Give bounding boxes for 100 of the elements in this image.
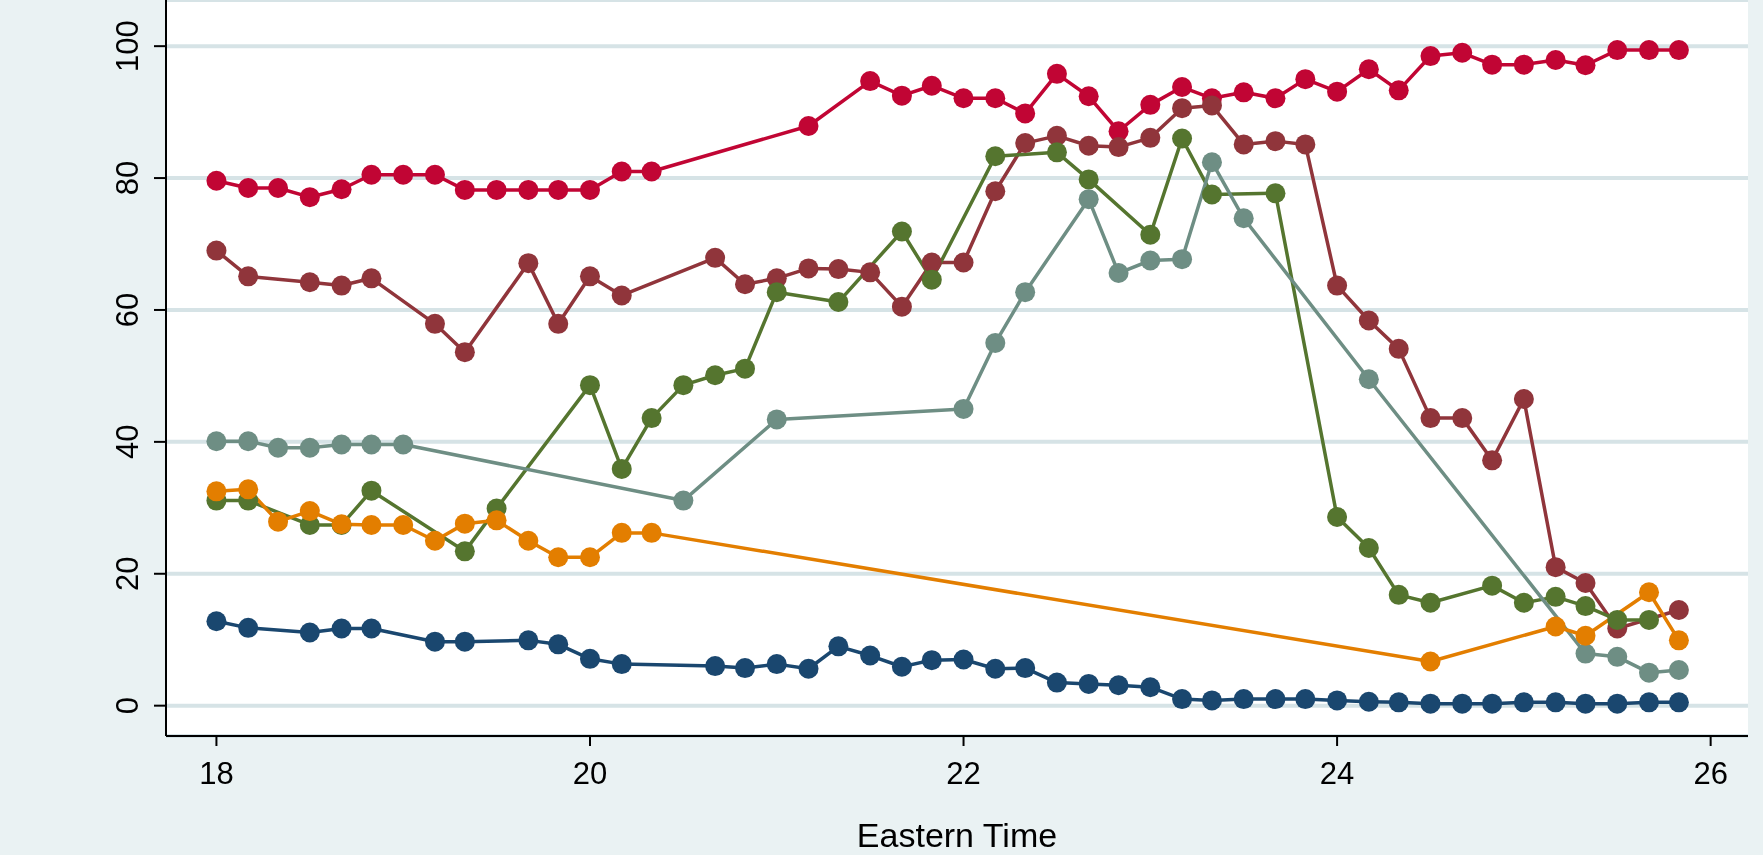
point <box>1545 50 1566 71</box>
point <box>891 656 912 677</box>
point <box>860 645 881 666</box>
x-tick-label: 22 <box>946 756 981 791</box>
point <box>766 654 787 675</box>
point <box>454 541 475 562</box>
point <box>361 268 382 289</box>
point <box>1452 693 1473 714</box>
x-tick-label: 18 <box>199 756 234 791</box>
point <box>1358 59 1379 80</box>
point <box>705 365 726 386</box>
point <box>361 514 382 535</box>
point <box>1545 692 1566 713</box>
point <box>1575 693 1596 714</box>
point <box>1172 689 1193 710</box>
point <box>206 240 227 261</box>
point <box>1545 557 1566 578</box>
point <box>393 434 414 455</box>
point <box>1233 134 1254 155</box>
point <box>611 654 632 675</box>
point <box>1201 95 1222 116</box>
point <box>206 611 227 632</box>
point <box>1639 609 1660 630</box>
point <box>798 658 819 679</box>
point <box>238 177 259 198</box>
point <box>705 247 726 268</box>
point <box>611 161 632 182</box>
point <box>579 179 600 200</box>
point <box>1172 128 1193 149</box>
point <box>673 490 694 511</box>
point <box>1607 646 1628 667</box>
point <box>299 187 320 208</box>
point <box>1575 643 1596 664</box>
point <box>299 437 320 458</box>
point <box>891 221 912 242</box>
point <box>299 622 320 643</box>
point <box>985 332 1006 353</box>
point <box>1078 135 1099 156</box>
x-tick-label: 26 <box>1693 756 1728 791</box>
point <box>1015 282 1036 303</box>
point <box>1639 40 1660 61</box>
x-axis-title: Eastern Time <box>856 816 1058 854</box>
point <box>299 272 320 293</box>
point <box>238 431 259 452</box>
point <box>548 547 569 568</box>
point <box>548 634 569 655</box>
point <box>1452 408 1473 429</box>
point <box>1358 310 1379 331</box>
point <box>1140 224 1161 245</box>
point <box>735 658 756 679</box>
point <box>1295 134 1316 155</box>
point <box>705 656 726 677</box>
point <box>1046 63 1067 84</box>
point <box>238 479 259 500</box>
point <box>1140 250 1161 271</box>
point <box>735 274 756 295</box>
point <box>1015 133 1036 154</box>
point <box>486 510 507 531</box>
point <box>641 161 662 182</box>
point <box>518 630 539 651</box>
point <box>1108 137 1129 158</box>
point <box>828 259 849 280</box>
point <box>1233 689 1254 710</box>
point <box>1295 69 1316 90</box>
point <box>1668 692 1689 713</box>
point <box>1420 592 1441 613</box>
point <box>1265 88 1286 109</box>
point <box>1545 616 1566 637</box>
point <box>393 514 414 535</box>
point <box>1607 40 1628 61</box>
point <box>1233 208 1254 229</box>
point <box>548 313 569 334</box>
point <box>1420 46 1441 67</box>
point <box>518 253 539 274</box>
point <box>1015 103 1036 124</box>
point <box>891 296 912 317</box>
point <box>1575 573 1596 593</box>
point <box>454 342 475 363</box>
point <box>1420 693 1441 714</box>
point <box>1201 184 1222 205</box>
point <box>579 266 600 287</box>
point <box>361 618 382 639</box>
point <box>1482 450 1503 471</box>
point <box>921 269 942 290</box>
point <box>424 631 445 652</box>
point <box>424 164 445 185</box>
point <box>1327 275 1348 296</box>
point <box>735 358 756 379</box>
point <box>891 85 912 106</box>
point <box>1420 408 1441 429</box>
point <box>1201 152 1222 173</box>
point <box>798 258 819 279</box>
point <box>860 71 881 92</box>
point <box>1668 630 1689 651</box>
point <box>206 431 227 452</box>
point <box>1172 77 1193 98</box>
point <box>424 530 445 551</box>
point <box>579 547 600 568</box>
point <box>1575 55 1596 76</box>
point <box>1108 675 1129 696</box>
